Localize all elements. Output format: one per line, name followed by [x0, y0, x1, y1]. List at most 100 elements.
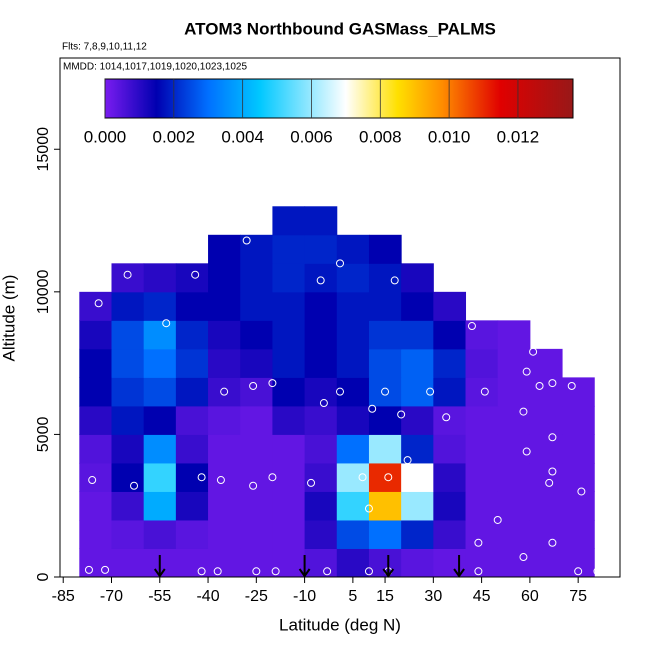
x-tick-label: 30 — [424, 588, 442, 605]
heat-cell — [336, 377, 370, 407]
heat-cell — [336, 462, 370, 492]
heat-cell — [401, 348, 434, 378]
heat-cell — [143, 405, 177, 435]
y-tick-label: 10000 — [35, 269, 52, 314]
heat-cell — [497, 405, 531, 435]
heat-cell — [304, 263, 338, 293]
colorbar-tick-label: 0.006 — [290, 127, 333, 146]
heat-cell — [272, 234, 306, 264]
sample-point — [123, 270, 132, 279]
heat-cell — [562, 377, 595, 407]
heat-cell — [433, 519, 467, 549]
sample-point — [323, 567, 332, 576]
x-tick-label: 60 — [521, 588, 539, 605]
heat-cell — [336, 405, 370, 435]
heat-cell — [401, 491, 434, 521]
heat-cell — [175, 348, 209, 378]
sample-point — [94, 299, 103, 308]
heat-cell — [529, 491, 563, 521]
sample-point — [84, 565, 93, 574]
heat-cell — [529, 462, 563, 492]
heat-cell — [175, 434, 209, 464]
flight-arrow — [298, 555, 311, 578]
sample-point — [268, 473, 277, 482]
heat-cell — [368, 434, 402, 464]
heat-cell — [368, 348, 402, 378]
sample-point — [307, 478, 316, 487]
heat-cell — [272, 206, 306, 236]
heat-cell — [208, 348, 241, 378]
heat-cell — [208, 519, 241, 549]
heat-cell — [272, 320, 306, 350]
sample-point — [529, 347, 538, 356]
heat-cell — [529, 519, 563, 549]
heat-cell — [433, 405, 467, 435]
heat-cell — [111, 491, 145, 521]
x-tick-label: -10 — [293, 588, 316, 605]
sample-point — [574, 567, 583, 576]
heat-cell — [240, 548, 273, 578]
heat-cell — [497, 491, 531, 521]
heat-cell — [143, 519, 177, 549]
y-tick-label: 5000 — [35, 417, 52, 453]
heat-cell — [401, 405, 434, 435]
heat-cell — [272, 348, 306, 378]
annotation: MMDD: 1014,1017,1019,1020,1023,1025 — [63, 62, 247, 73]
colorbar-tick-label: 0.000 — [84, 127, 127, 146]
heat-cell — [336, 348, 370, 378]
heat-cell — [304, 206, 338, 236]
arrow-head — [453, 568, 465, 578]
heat-cell — [79, 462, 112, 492]
flight-arrow — [453, 555, 465, 578]
heat-cell — [272, 491, 306, 521]
heat-cell — [433, 434, 467, 464]
sample-point — [242, 236, 251, 245]
x-tick-label: 15 — [376, 588, 394, 605]
heat-cell — [111, 291, 145, 321]
heat-cell — [465, 434, 499, 464]
sample-point — [519, 553, 528, 562]
sample-point — [467, 322, 476, 331]
heat-cell — [304, 548, 338, 578]
sample-point — [567, 381, 576, 390]
heat-cell — [562, 519, 595, 549]
heat-cell — [304, 291, 338, 321]
heat-cell — [433, 291, 467, 321]
heat-cell — [272, 519, 306, 549]
x-tick-label: -40 — [196, 588, 219, 605]
x-tick-label: -25 — [245, 588, 268, 605]
sample-point — [442, 413, 451, 422]
heat-cell — [272, 377, 306, 407]
sample-point — [249, 481, 258, 490]
heat-cell — [272, 263, 306, 293]
heat-cell — [368, 263, 402, 293]
heat-cell — [304, 462, 338, 492]
sample-point — [426, 387, 435, 396]
heat-cell — [368, 291, 402, 321]
heat-cell — [143, 377, 177, 407]
heat-cell — [208, 291, 241, 321]
flight-arrow — [153, 555, 166, 578]
heat-cell — [208, 548, 241, 578]
arrow-head — [153, 568, 166, 578]
heat-cell — [465, 320, 499, 350]
heat-cell — [175, 548, 209, 578]
heat-cell — [304, 405, 338, 435]
heat-cell — [368, 462, 402, 492]
heat-cell — [240, 377, 273, 407]
y-tick-label: 0 — [35, 572, 52, 581]
heat-cell — [175, 491, 209, 521]
heat-cell — [497, 519, 531, 549]
heat-cell — [143, 320, 177, 350]
heat-cell — [79, 320, 112, 350]
heat-cell — [240, 405, 273, 435]
heat-cell — [401, 291, 434, 321]
heat-cell — [304, 348, 338, 378]
heat-cell — [143, 462, 177, 492]
heat-cell — [497, 377, 531, 407]
heat-cell — [304, 519, 338, 549]
heat-cell — [401, 434, 434, 464]
sample-point — [130, 481, 139, 490]
heat-cell — [368, 377, 402, 407]
heat-cell — [111, 434, 145, 464]
